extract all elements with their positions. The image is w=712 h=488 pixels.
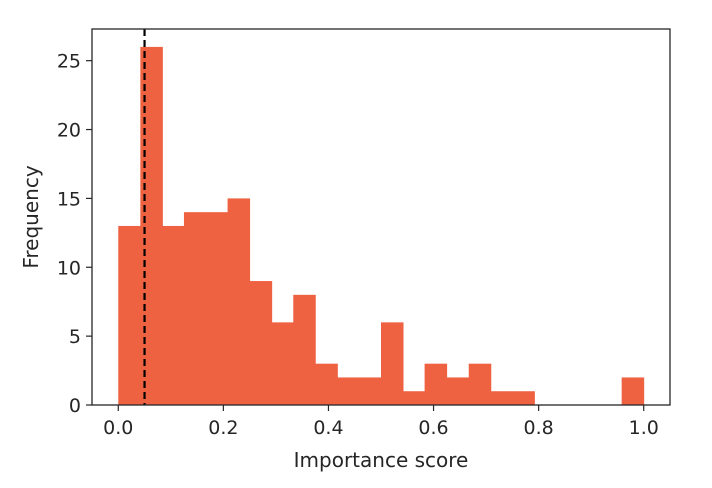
histogram-bar	[468, 363, 492, 405]
histogram-bar	[140, 46, 163, 406]
y-tick-label: 25	[57, 51, 81, 73]
histogram-bar	[446, 377, 470, 405]
y-tick-label: 20	[57, 120, 81, 142]
y-tick-label: 5	[69, 326, 81, 348]
x-tick-label: 0.6	[418, 417, 448, 439]
x-tick-label: 0.0	[103, 417, 133, 439]
y-axis-title: Frequency	[19, 165, 43, 268]
histogram-bar	[424, 363, 448, 405]
histogram-bar	[358, 377, 382, 405]
plot-frame	[91, 28, 671, 406]
histogram-bar	[381, 322, 404, 405]
x-tick-label: 0.4	[313, 417, 343, 439]
y-tick-label: 10	[57, 257, 81, 279]
histogram-bar	[293, 294, 316, 405]
y-tick-label: 0	[69, 395, 81, 417]
histogram-bar	[118, 225, 141, 405]
histogram-bar	[490, 391, 513, 405]
histogram-bar	[206, 212, 229, 405]
histogram-bar	[271, 322, 295, 405]
y-axis: 0 5 10 15 20 25	[57, 51, 92, 417]
histogram-bar	[161, 225, 185, 405]
x-axis: 0.0 0.2 0.4 0.6 0.8 1.0	[103, 405, 659, 439]
x-tick-label: 0.2	[208, 417, 238, 439]
histogram-bar	[183, 212, 207, 405]
histogram-bar	[249, 281, 273, 405]
y-tick-label: 15	[57, 188, 81, 210]
x-tick-label: 1.0	[629, 417, 659, 439]
bars-group	[118, 46, 645, 406]
histogram-bar	[227, 198, 251, 405]
x-tick-label: 0.8	[524, 417, 554, 439]
histogram-bar	[621, 377, 645, 405]
x-axis-title: Importance score	[294, 448, 469, 472]
histogram-bar	[512, 391, 535, 405]
histogram-bar	[315, 363, 338, 405]
histogram-bar	[337, 377, 360, 405]
histogram-bar	[403, 391, 426, 405]
